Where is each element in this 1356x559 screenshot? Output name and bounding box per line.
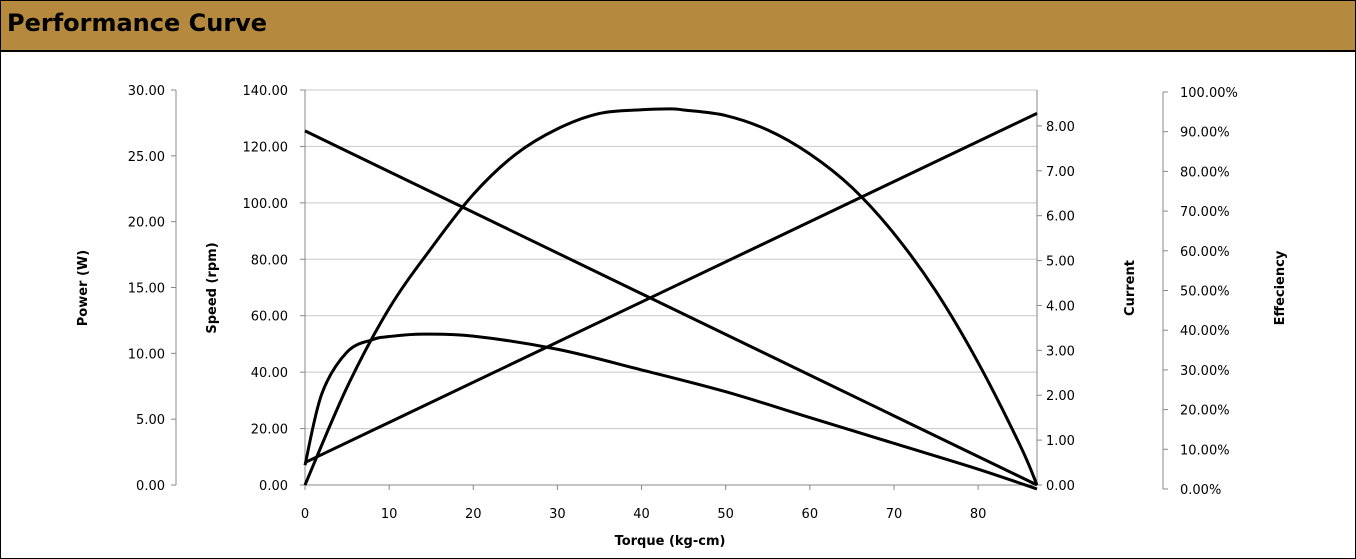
data-series [303, 107, 1039, 491]
efficiency-tick-label: 60.00% [1180, 245, 1230, 260]
speed-tick-label: 100.00 [243, 197, 289, 212]
axes [171, 89, 1168, 490]
x-tick-label: 30 [549, 507, 566, 522]
x-tick-label: 80 [970, 507, 987, 522]
x-tick-label: 60 [802, 507, 819, 522]
tick-labels: 0.00 5.00 10.00 15.00 20.00 25.00 30.00 0.00 20.… [128, 84, 1238, 522]
efficiency-tick-label: 20.00% [1180, 404, 1230, 419]
efficiency-tick-label: 70.00% [1180, 205, 1230, 220]
current-tick-label: 7.00 [1046, 165, 1075, 180]
power-tick-label: 15.00 [128, 282, 165, 297]
speed-tick-label: 20.00 [251, 423, 288, 438]
current-tick-label: 1.00 [1046, 434, 1075, 449]
speed-axis-title: Speed (rpm) [205, 242, 220, 333]
power-tick-label: 0.00 [136, 479, 165, 494]
x-tick-label: 50 [717, 507, 734, 522]
current-axis-title: Current [1123, 260, 1138, 316]
x-tick-label: 0 [301, 507, 309, 522]
efficiency-curve [303, 332, 1038, 491]
power-axis-title: Power (W) [76, 250, 91, 326]
current-curve [304, 111, 1038, 464]
efficiency-tick-label: 10.00% [1180, 443, 1230, 458]
efficiency-tick-label: 100.00% [1180, 86, 1238, 101]
speed-tick-label: 120.00 [243, 140, 289, 155]
current-tick-label: 6.00 [1046, 210, 1075, 225]
panel-title: Performance Curve [7, 9, 268, 37]
power-tick-label: 25.00 [128, 150, 165, 165]
power-tick-label: 20.00 [128, 216, 165, 231]
efficiency-tick-label: 0.00% [1180, 483, 1221, 498]
efficiency-tick-label: 40.00% [1180, 324, 1230, 339]
power-tick-label: 10.00 [128, 347, 165, 362]
efficiency-axis-title: Effeciency [1273, 250, 1288, 325]
speed-tick-label: 60.00 [251, 310, 288, 325]
axis-titles: Torque (kg-cm) Power (W) Speed (rpm) Curren… [76, 242, 1288, 549]
x-tick-label: 10 [381, 507, 398, 522]
x-tick-label: 70 [886, 507, 903, 522]
speed-tick-label: 80.00 [251, 253, 288, 268]
current-tick-label: 5.00 [1046, 255, 1075, 270]
current-tick-label: 0.00 [1046, 479, 1075, 494]
panel-header: Performance Curve [1, 1, 1355, 52]
current-tick-label: 4.00 [1046, 299, 1075, 314]
efficiency-tick-label: 90.00% [1180, 126, 1230, 141]
current-tick-label: 8.00 [1046, 120, 1075, 135]
gridlines [305, 89, 1037, 430]
speed-curve [304, 129, 1038, 487]
current-tick-label: 3.00 [1046, 344, 1075, 359]
speed-tick-label: 40.00 [251, 366, 288, 381]
power-curve [303, 107, 1039, 486]
speed-tick-label: 0.00 [259, 479, 288, 494]
current-tick-label: 2.00 [1046, 389, 1075, 404]
x-axis-title: Torque (kg-cm) [615, 534, 726, 549]
efficiency-tick-label: 80.00% [1180, 165, 1230, 180]
power-tick-label: 30.00 [128, 84, 165, 99]
speed-tick-label: 140.00 [243, 84, 289, 99]
power-tick-label: 5.00 [136, 413, 165, 428]
efficiency-tick-label: 30.00% [1180, 364, 1230, 379]
x-tick-label: 20 [465, 507, 482, 522]
x-tick-label: 40 [633, 507, 650, 522]
efficiency-tick-label: 50.00% [1180, 285, 1230, 300]
